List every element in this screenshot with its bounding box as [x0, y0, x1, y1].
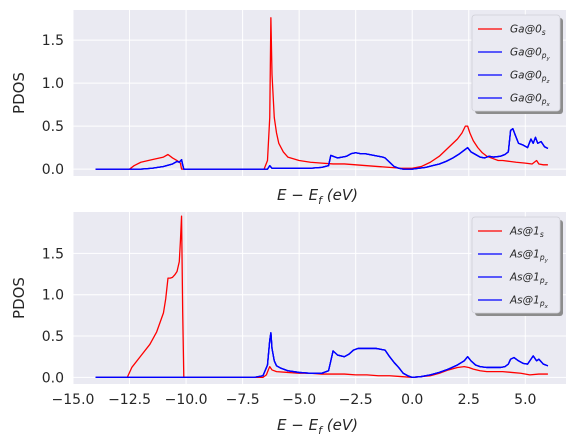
legend: Ga@0s Ga@0py Ga@0pz Ga@0px — [471, 14, 563, 114]
legend-entry: As@1s — [509, 226, 544, 240]
x-tick-label: 5.0 — [514, 392, 536, 408]
legend-entry: As@1py — [509, 249, 549, 265]
series-lines — [95, 17, 549, 170]
legend-entry: Ga@0pz — [510, 70, 550, 86]
series-line-ga-0-px — [95, 128, 549, 170]
x-tick-label: 0.0 — [401, 392, 423, 408]
x-axis-label: E − Ef (eV) — [277, 416, 358, 437]
y-tick-label: 1.0 — [42, 288, 64, 304]
y-tick-label: 0.5 — [42, 329, 64, 345]
y-axis-label: PDOS — [10, 72, 28, 114]
y-tick-label: 0.0 — [42, 370, 64, 386]
legend: As@1s As@1py As@1pz As@1px — [471, 216, 563, 316]
x-tick-label: −7.5 — [226, 392, 260, 408]
legend-entry: Ga@0s — [510, 24, 546, 38]
x-axis-label: E − Ef (eV) — [277, 186, 358, 207]
x-tick-label: 2.5 — [458, 392, 480, 408]
x-tick-label: −10.0 — [165, 392, 208, 408]
y-axis-label: PDOS — [10, 277, 28, 319]
legend-box — [471, 216, 561, 314]
series-lines — [95, 215, 549, 379]
x-tick-label: −5.0 — [282, 392, 316, 408]
series-line-as-1-px — [95, 332, 549, 379]
y-tick-label: 0.0 — [42, 162, 64, 178]
legend-entry: As@1px — [509, 295, 549, 311]
y-tick-label: 1.0 — [42, 76, 64, 92]
y-tick-label: 1.5 — [42, 33, 64, 49]
x-tick-label: −12.5 — [108, 392, 151, 408]
x-tick-label: −15.0 — [52, 392, 95, 408]
y-tick-label: 0.5 — [42, 119, 64, 135]
x-tick-label: −2.5 — [339, 392, 373, 408]
y-tick-label: 1.5 — [42, 246, 64, 262]
legend-entry: As@1pz — [509, 272, 548, 288]
legend-entry: Ga@0px — [510, 93, 551, 109]
legend-box — [471, 14, 561, 112]
series-line-ga-0-s — [95, 17, 548, 170]
panel-as: −15.0 −12.5 −10.0 −7.5 −5.0 −2.5 0.0 2.5 5.0 0.0 0… — [10, 212, 566, 437]
legend-entry: Ga@0py — [510, 47, 551, 63]
